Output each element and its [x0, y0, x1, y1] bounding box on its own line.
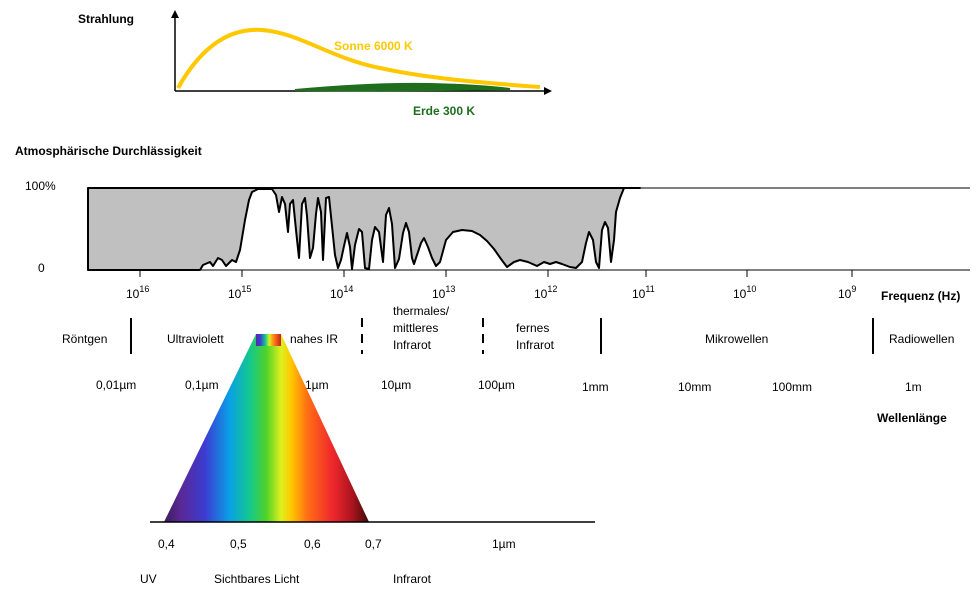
wavelength-tick: 1mm — [582, 380, 609, 394]
visible-tick: 0,5 — [230, 537, 247, 551]
visible-tick: 1µm — [492, 537, 516, 551]
wavelength-tick: 0,1µm — [185, 378, 219, 392]
wavelength-tick: 10mm — [678, 380, 711, 394]
band-fernes-line2: Infrarot — [516, 338, 555, 352]
transmission-area — [87, 187, 641, 271]
visible-tick: 0,4 — [158, 537, 175, 551]
wavelength-tick: 10µm — [381, 378, 411, 392]
wavelength-tick: 1µm — [305, 378, 329, 392]
frequency-tick-label: 1012 — [534, 284, 557, 301]
band-nahes-ir: nahes IR — [290, 332, 338, 346]
sun-label: Sonne 6000 K — [334, 39, 413, 53]
radiation-plot: Strahlung Sonne 6000 K Erde 300 K — [78, 10, 552, 118]
wavelength-row: 0,01µm 0,1µm 1µm 10µm 100µm 1mm 10mm 100… — [96, 378, 947, 425]
frequency-tick-label: 1013 — [432, 284, 455, 301]
wavelength-tick: 100µm — [478, 378, 515, 392]
radiation-y-label: Strahlung — [78, 12, 134, 26]
band-row: Röntgen Ultraviolett nahes IR thermales/… — [62, 304, 954, 354]
spectrum-top-band — [256, 334, 281, 346]
wavelength-tick: 100mm — [772, 380, 812, 394]
frequency-axis-label: Frequenz (Hz) — [881, 289, 960, 303]
frequency-tick-label: 1011 — [632, 284, 655, 301]
earth-curve — [294, 82, 511, 92]
band-ultraviolett: Ultraviolett — [167, 332, 224, 346]
tick-100-percent: 100% — [25, 179, 56, 193]
band-roentgen: Röntgen — [62, 332, 107, 346]
infrared-label: Infrarot — [393, 572, 432, 586]
transmission-plot: Atmosphärische Durchlässigkeit 100% 0 10… — [15, 144, 970, 303]
frequency-ticks: 1016 1015 1014 1013 1012 1011 1010 109 — [126, 270, 856, 301]
band-thermal-line1: thermales/ — [393, 304, 450, 318]
wavelength-axis-label: Wellenlänge — [877, 411, 947, 425]
uv-label: UV — [140, 572, 157, 586]
sun-curve — [176, 27, 541, 89]
earth-label: Erde 300 K — [413, 104, 475, 118]
band-fernes-line1: fernes — [516, 321, 549, 335]
band-radiowellen: Radiowellen — [889, 332, 954, 346]
visible-light-label: Sichtbares Licht — [214, 572, 300, 586]
spectrum-fan — [164, 334, 369, 522]
band-thermal-line3: Infrarot — [393, 338, 432, 352]
visible-tick: 0,7 — [365, 537, 382, 551]
wavelength-tick: 1m — [905, 380, 922, 394]
frequency-tick-label: 1015 — [228, 284, 251, 301]
visible-spectrum: 0,4 0,5 0,6 0,7 1µm UV Sichtbares Licht … — [140, 334, 595, 586]
frequency-tick-label: 1016 — [126, 284, 149, 301]
wavelength-tick: 0,01µm — [96, 378, 136, 392]
visible-tick: 0,6 — [304, 537, 321, 551]
frequency-tick-label: 1010 — [733, 284, 756, 301]
frequency-tick-label: 109 — [838, 284, 856, 301]
band-thermal-line2: mittleres — [393, 321, 438, 335]
frequency-tick-label: 1014 — [330, 284, 353, 301]
transmission-title: Atmosphärische Durchlässigkeit — [15, 144, 202, 158]
tick-zero: 0 — [38, 261, 45, 275]
band-mikrowellen: Mikrowellen — [705, 332, 768, 346]
